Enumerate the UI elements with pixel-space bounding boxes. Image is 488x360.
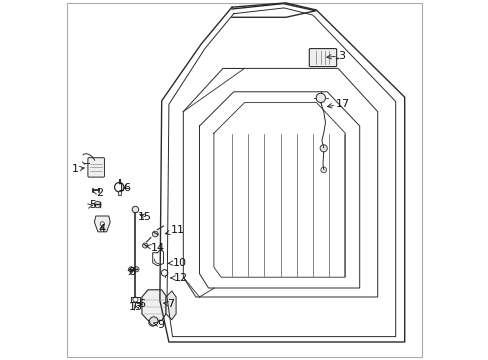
Text: 14: 14 xyxy=(146,243,164,253)
Circle shape xyxy=(132,206,139,213)
Bar xyxy=(118,191,121,195)
Circle shape xyxy=(152,231,158,237)
Circle shape xyxy=(134,267,139,272)
Text: 2: 2 xyxy=(92,188,103,198)
Text: 8: 8 xyxy=(128,267,136,277)
Circle shape xyxy=(320,145,326,152)
Circle shape xyxy=(142,243,147,248)
Text: 12: 12 xyxy=(170,273,188,283)
Circle shape xyxy=(128,267,133,272)
Circle shape xyxy=(320,167,326,173)
Text: 7: 7 xyxy=(163,299,174,309)
Text: 9: 9 xyxy=(153,320,164,330)
Circle shape xyxy=(316,93,325,103)
FancyBboxPatch shape xyxy=(88,158,104,177)
Circle shape xyxy=(148,318,156,326)
Text: 1: 1 xyxy=(72,164,84,174)
Text: 4: 4 xyxy=(99,224,105,234)
Circle shape xyxy=(94,201,101,208)
FancyBboxPatch shape xyxy=(309,49,336,67)
Circle shape xyxy=(149,317,158,325)
Polygon shape xyxy=(94,216,110,232)
Polygon shape xyxy=(142,290,166,320)
Text: 10: 10 xyxy=(168,258,186,268)
Text: 5: 5 xyxy=(87,200,96,210)
Text: 15: 15 xyxy=(138,212,152,222)
Text: 16: 16 xyxy=(118,183,131,193)
Text: 3: 3 xyxy=(326,51,345,61)
Text: 11: 11 xyxy=(165,225,184,235)
Text: 13: 13 xyxy=(128,302,142,312)
Text: 6: 6 xyxy=(137,299,145,309)
Text: 17: 17 xyxy=(327,99,350,109)
Polygon shape xyxy=(166,291,176,320)
